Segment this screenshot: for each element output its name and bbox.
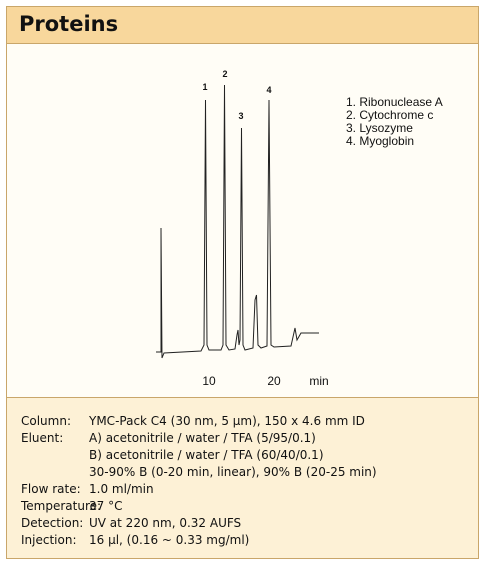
- legend-item: 4. Myoglobin: [346, 134, 414, 148]
- condition-label: Detection:: [21, 516, 84, 530]
- chromatogram: 1 2 3 4 1. Ribonuclease A 2. Cytochrome …: [156, 69, 443, 388]
- condition-value: 16 µl, (0.16 ~ 0.33 mg/ml): [89, 533, 250, 547]
- condition-row: Injection: 16 µl, (0.16 ~ 0.33 mg/ml): [7, 532, 478, 549]
- condition-value: 30-90% B (0-20 min, linear), 90% B (20-2…: [89, 465, 377, 479]
- condition-value: YMC-Pack C4 (30 nm, 5 µm), 150 x 4.6 mm …: [89, 414, 365, 428]
- condition-label: Eluent:: [21, 431, 64, 445]
- header: Proteins: [6, 6, 479, 44]
- x-unit: min: [309, 374, 328, 388]
- condition-row: 30-90% B (0-20 min, linear), 90% B (20-2…: [7, 464, 478, 481]
- condition-value: 37 °C: [89, 499, 123, 513]
- title: Proteins: [19, 12, 119, 36]
- condition-value: UV at 220 nm, 0.32 AUFS: [89, 516, 242, 530]
- condition-label: Flow rate:: [21, 482, 81, 496]
- x-tick-label: 10: [202, 374, 216, 388]
- condition-row: Detection: UV at 220 nm, 0.32 AUFS: [7, 515, 478, 532]
- condition-label: Injection:: [21, 533, 77, 547]
- condition-row: Eluent: A) acetonitrile / water / TFA (5/…: [7, 430, 478, 447]
- condition-value: B) acetonitrile / water / TFA (60/40/0.1…: [89, 448, 324, 462]
- trace: [156, 84, 319, 359]
- peak-label: 1: [202, 82, 207, 92]
- peak-label: 4: [266, 85, 271, 95]
- condition-label: [7, 447, 89, 464]
- peak-label: 2: [222, 69, 227, 79]
- legend-item: 2. Cytochrome c: [346, 108, 433, 122]
- condition-value: 1.0 ml/min: [89, 482, 154, 496]
- condition-row: Flow rate: 1.0 ml/min: [7, 481, 478, 498]
- condition-label: Column:: [21, 414, 71, 428]
- condition-row: Temperature: 37 °C: [7, 498, 478, 515]
- condition-row: B) acetonitrile / water / TFA (60/40/0.1…: [7, 447, 478, 464]
- condition-label: Temperature:: [21, 499, 102, 513]
- condition-label: [7, 464, 89, 481]
- peak-label: 3: [238, 111, 243, 121]
- legend-item: 1. Ribonuclease A: [346, 95, 443, 109]
- conditions: Column: YMC-Pack C4 (30 nm, 5 µm), 150 x …: [6, 398, 479, 559]
- condition-row: Column: YMC-Pack C4 (30 nm, 5 µm), 150 x …: [7, 413, 478, 430]
- condition-value: A) acetonitrile / water / TFA (5/95/0.1): [89, 431, 316, 445]
- figure: 1 2 3 4 1. Ribonuclease A 2. Cytochrome …: [6, 44, 479, 398]
- x-tick-label: 20: [267, 374, 281, 388]
- legend-item: 3. Lysozyme: [346, 121, 413, 135]
